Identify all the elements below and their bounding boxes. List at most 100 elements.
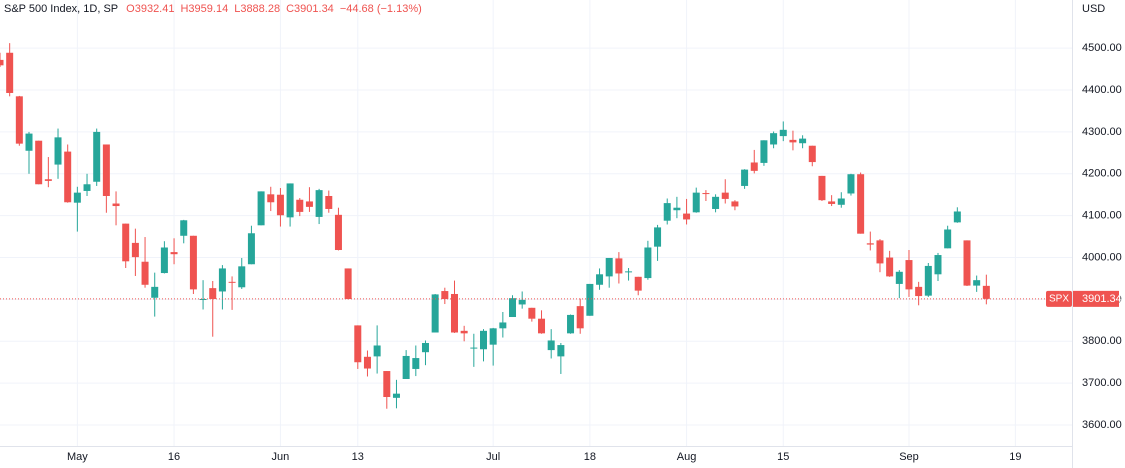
x-tick-label: 13 (352, 451, 364, 463)
candle-body (218, 268, 226, 292)
candle-body (170, 252, 178, 255)
candle-body (25, 133, 33, 151)
y-tick-label: 4500.00 (1082, 42, 1122, 54)
candle-body (296, 199, 304, 212)
x-tick-label: 18 (584, 451, 596, 463)
candle-body (528, 307, 536, 319)
x-tick-label: 16 (168, 451, 180, 463)
y-tick-label: 4100.00 (1082, 210, 1122, 222)
candle-body (847, 174, 855, 194)
x-tick-label: 19 (1009, 451, 1021, 463)
candle-body (702, 193, 710, 195)
y-tick-label: 3800.00 (1082, 335, 1122, 347)
candle-body (576, 306, 584, 329)
candle-body (160, 247, 168, 274)
candle-body (818, 175, 826, 201)
candle-body (267, 194, 275, 203)
y-tick-label: 3600.00 (1082, 419, 1122, 431)
symbol-tag-label: SPX (1049, 294, 1069, 305)
candle-body (866, 243, 874, 245)
x-tick-label: May (67, 451, 88, 463)
candle-body (276, 194, 284, 216)
candle-body (973, 280, 981, 286)
candle-body (750, 162, 758, 171)
candle-body (421, 342, 429, 353)
candle-body (112, 203, 120, 207)
candle-body (799, 138, 807, 144)
candle-body (615, 258, 623, 274)
candle-body (209, 288, 217, 300)
candle-body (828, 201, 836, 204)
candle-body (518, 299, 526, 305)
candle-body (431, 294, 439, 333)
candle-body (102, 144, 110, 196)
candle-body (131, 242, 139, 258)
candle-body (238, 266, 246, 288)
candle-body (141, 261, 149, 285)
candle-body (199, 299, 207, 301)
candle-body (924, 265, 932, 296)
candle-body (982, 285, 990, 299)
candle-body (567, 314, 575, 334)
chart-header: S&P 500 Index, 1D, SP O3932.41 H3959.14 L38… (4, 3, 422, 15)
y-tick-label: 4200.00 (1082, 168, 1122, 180)
candle-body (547, 340, 555, 351)
candle-body (489, 328, 497, 345)
candle-body (915, 286, 923, 297)
candle-body (673, 207, 681, 211)
candle-body (363, 356, 371, 369)
candle-body (596, 274, 604, 285)
candle-body (64, 151, 72, 203)
price-tag (1073, 290, 1119, 307)
candle-body (93, 131, 101, 182)
candles (0, 43, 1072, 409)
header-open: O3932.41 (126, 3, 174, 15)
candle-body (470, 347, 478, 349)
candle-body (480, 330, 487, 350)
candle-body (315, 190, 323, 217)
candle-body (538, 318, 546, 334)
candle-body (286, 183, 294, 218)
candle-body (257, 191, 265, 226)
candle-body (605, 257, 613, 277)
x-tick-label: Jun (272, 451, 290, 463)
chart-title: S&P 500 Index, 1D, SP (4, 3, 118, 15)
candle-body (625, 271, 633, 273)
candle-body (180, 220, 188, 236)
candle-body (837, 198, 845, 205)
y-tick-label: 3700.00 (1082, 377, 1122, 389)
candle-body (151, 286, 159, 298)
candle-body (963, 240, 971, 286)
candle-body (663, 203, 671, 221)
candle-body (73, 192, 81, 203)
candle-body (122, 223, 130, 262)
candle-body (35, 140, 43, 185)
y-tick-label: 4300.00 (1082, 126, 1122, 138)
candle-body (54, 137, 62, 165)
candle-body (44, 179, 52, 181)
candle-body (944, 229, 952, 249)
candle-body (789, 139, 797, 143)
candle-body (354, 325, 362, 363)
candle-body (808, 145, 816, 163)
candle-body (760, 140, 768, 163)
candle-body (731, 201, 739, 207)
candle-body (712, 196, 720, 209)
candle-body (83, 184, 91, 191)
candle-body (876, 240, 884, 264)
candle-body (450, 293, 458, 333)
candle-body (634, 276, 642, 291)
candle-body (586, 283, 594, 316)
candle-body (886, 257, 894, 277)
candle-body (721, 192, 729, 199)
candle-body (383, 371, 391, 398)
candle-body (499, 322, 507, 329)
candle-body (189, 235, 197, 290)
labels: 3600.003700.003800.003900.004000.004100.… (67, 42, 1122, 463)
candle-body (683, 213, 691, 220)
x-tick-label: 15 (777, 451, 789, 463)
candle-body (934, 255, 942, 275)
candle-body (392, 393, 400, 398)
candle-body (460, 330, 468, 334)
